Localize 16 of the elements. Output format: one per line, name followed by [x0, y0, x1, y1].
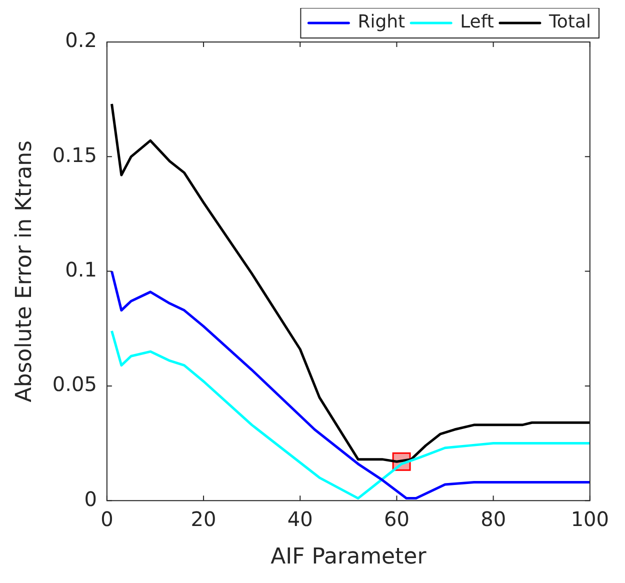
- y-tick-label: 0.15: [52, 142, 97, 167]
- legend-label: Right: [358, 12, 406, 33]
- x-tick-label: 40: [287, 506, 313, 531]
- y-tick-label: 0: [84, 486, 97, 511]
- y-tick-label: 0.2: [65, 28, 97, 52]
- x-tick-label: 100: [570, 506, 610, 531]
- y-tick-label: 0.1: [65, 258, 97, 282]
- x-tick-label: 80: [480, 506, 506, 531]
- x-tick-label: 20: [190, 506, 216, 531]
- legend-label: Total: [548, 12, 592, 33]
- x-tick-label: 60: [384, 506, 410, 531]
- x-tick-label: 0: [100, 506, 114, 531]
- y-axis-title: Absolute Error in Ktrans: [12, 140, 37, 402]
- y-tick-label: 0.05: [52, 372, 97, 396]
- x-axis-title: AIF Parameter: [270, 544, 428, 570]
- legend-label: Left: [460, 12, 494, 33]
